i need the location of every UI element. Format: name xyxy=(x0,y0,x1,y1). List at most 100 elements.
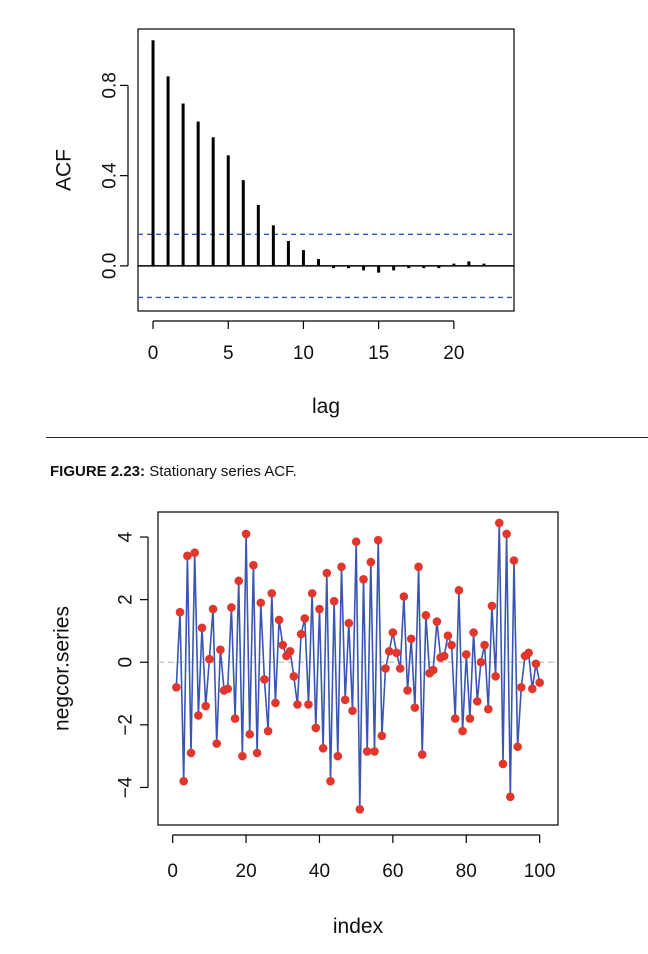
series-point xyxy=(406,634,416,644)
series-point xyxy=(285,646,295,656)
series-point xyxy=(465,714,475,723)
series-point xyxy=(399,592,409,601)
series-point xyxy=(212,739,222,748)
series-point xyxy=(241,529,251,539)
y-tick-label: 0.8 xyxy=(100,72,121,98)
x-axis-title: index xyxy=(333,915,384,938)
series-point xyxy=(384,646,394,656)
series-point xyxy=(340,695,350,705)
series-point xyxy=(480,640,489,650)
series-point xyxy=(414,562,423,572)
y-tick-label: 0.0 xyxy=(100,253,121,279)
series-point xyxy=(392,648,401,658)
series-point xyxy=(524,648,533,658)
x-tick-label: 80 xyxy=(456,861,477,882)
series-point xyxy=(502,529,511,539)
series-point xyxy=(304,700,313,709)
x-tick-label: 10 xyxy=(293,343,314,364)
series-point xyxy=(252,748,262,758)
series-point xyxy=(505,792,515,802)
series-point xyxy=(289,672,299,681)
series-point xyxy=(381,664,390,673)
series-point xyxy=(201,701,211,711)
series-point xyxy=(293,700,302,709)
series-point xyxy=(175,607,185,617)
x-tick-label: 40 xyxy=(309,861,330,882)
y-tick-label: −4 xyxy=(116,776,137,798)
y-tick-label: 4 xyxy=(116,531,137,542)
series-point xyxy=(432,617,442,626)
x-tick-label: 20 xyxy=(236,861,257,882)
series-point xyxy=(509,556,519,565)
series-point xyxy=(205,654,214,664)
series-point xyxy=(443,631,453,640)
series-point xyxy=(307,589,317,598)
x-tick-label: 15 xyxy=(368,343,389,364)
series-point xyxy=(373,535,383,545)
series-line xyxy=(175,522,541,811)
series-point xyxy=(395,664,405,673)
series-point xyxy=(190,548,199,557)
series-point xyxy=(326,776,335,786)
series-point xyxy=(439,651,449,661)
series-point xyxy=(238,751,247,761)
series-point xyxy=(377,731,387,741)
series-point xyxy=(359,574,368,584)
series-point xyxy=(223,684,233,694)
y-tick-label: 0.4 xyxy=(100,162,121,189)
series-point xyxy=(417,750,427,759)
series-point xyxy=(311,723,321,733)
series-point xyxy=(179,776,188,786)
x-tick-label: 0 xyxy=(148,343,159,364)
series-point xyxy=(428,665,438,675)
series-point xyxy=(388,628,398,637)
series-point xyxy=(366,557,376,567)
caption-text: Stationary series ACF. xyxy=(149,463,297,480)
x-tick-label: 20 xyxy=(443,343,464,364)
series-point xyxy=(245,729,255,739)
series-point xyxy=(498,759,508,769)
series-point xyxy=(483,704,493,714)
plot-frame xyxy=(137,28,515,312)
series-point xyxy=(458,726,467,736)
x-tick-label: 5 xyxy=(223,343,234,364)
series-point xyxy=(487,601,497,611)
series-point xyxy=(531,659,541,669)
series-point xyxy=(351,537,361,547)
series-point xyxy=(234,576,244,586)
y-tick-label: 2 xyxy=(116,594,137,605)
series-point xyxy=(197,623,207,633)
series-point xyxy=(230,714,240,723)
series-point xyxy=(333,751,343,761)
series-point xyxy=(447,640,456,650)
series-point xyxy=(322,568,332,578)
series-point xyxy=(263,726,273,736)
y-tick-label: −2 xyxy=(116,714,137,736)
series-point xyxy=(528,684,537,694)
series-point xyxy=(300,614,310,623)
series-point xyxy=(403,686,412,695)
series-point xyxy=(274,615,284,625)
y-tick-label: 0 xyxy=(116,657,137,668)
x-tick-label: 0 xyxy=(167,861,178,882)
series-point xyxy=(461,650,471,659)
series-point xyxy=(454,585,464,595)
caption-label: FIGURE 2.23: xyxy=(50,463,146,480)
series-point xyxy=(227,603,236,612)
x-tick-label: 100 xyxy=(524,861,556,882)
series-point xyxy=(186,748,196,758)
series-point xyxy=(344,618,354,628)
series-point xyxy=(183,551,192,561)
series-point xyxy=(410,703,420,712)
series-point xyxy=(517,682,526,692)
series-point xyxy=(362,747,372,756)
series-point xyxy=(535,678,544,687)
series-point xyxy=(348,706,357,716)
series-point xyxy=(472,697,482,706)
series-point xyxy=(370,747,379,756)
series-point xyxy=(208,604,218,614)
series-point xyxy=(494,518,504,528)
series-point xyxy=(260,675,269,684)
y-axis-title: negcor.series xyxy=(51,606,74,731)
